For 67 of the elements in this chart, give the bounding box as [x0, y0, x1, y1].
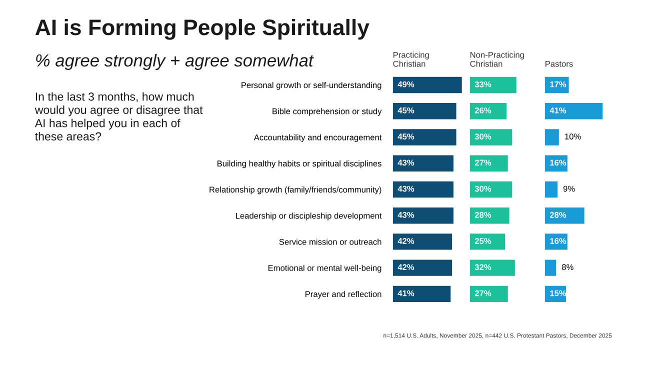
legend-title: Pastors [546, 60, 573, 67]
bar [392, 234, 452, 250]
data-label: 42% [398, 264, 414, 270]
data-label: 25% [474, 238, 492, 244]
data-label: 49% [398, 81, 414, 88]
y-tick-label: Prayer and reflection [306, 290, 382, 299]
data-label: 32% [474, 264, 492, 270]
text: In the last 3 months, how much would you agree or disagree that AI has helped you in each of these areas? [34, 92, 203, 140]
data-label: 8% [562, 264, 574, 270]
data-label: 27% [474, 290, 492, 296]
bar [470, 286, 508, 302]
data-label: 27% [474, 160, 492, 166]
bar [544, 129, 559, 146]
data-label: 42% [398, 238, 414, 244]
data-label: 33% [474, 81, 492, 88]
bar [392, 129, 456, 146]
y-tick-label: Emotional or mental well-being [268, 264, 382, 273]
data-label: 43% [398, 160, 414, 166]
bar [470, 76, 516, 94]
data-label: 9% [563, 186, 575, 192]
data-label: 30% [474, 186, 492, 192]
data-label: 43% [398, 186, 414, 192]
data-label: 17% [550, 81, 566, 88]
data-label: 30% [474, 134, 492, 140]
bar [544, 103, 603, 120]
bar [544, 260, 556, 276]
data-label: 26% [474, 107, 492, 114]
bar [544, 208, 584, 224]
bar [392, 155, 454, 172]
bar [392, 286, 451, 302]
bar [470, 234, 506, 250]
text: AI is Forming People Spiritually [35, 18, 370, 40]
data-label: 15% [550, 290, 566, 296]
data-label: 16% [550, 238, 566, 244]
data-label: 43% [398, 212, 414, 218]
data-label: 41% [398, 290, 414, 296]
bar [470, 155, 508, 172]
data-label: 10% [565, 134, 581, 140]
data-label: 45% [398, 107, 414, 114]
bar [392, 103, 456, 120]
bar [544, 234, 568, 250]
y-tick-label: Accountability and encouragement [254, 134, 382, 142]
data-label: 41% [550, 107, 566, 114]
data-label: 45% [398, 134, 414, 140]
data-label: 28% [550, 212, 566, 218]
legend-title: Non-Practicing Christian [470, 52, 524, 67]
bar [392, 208, 454, 224]
bar [392, 260, 452, 276]
y-tick-label: Building healthy habits or spiritual disciplines [218, 160, 382, 168]
y-tick-label: Leadership or discipleship development [236, 212, 382, 220]
y-tick-label: Relationship growth (family/friends/community) [210, 186, 382, 194]
bar [470, 260, 515, 276]
bar [470, 103, 506, 120]
bar [470, 208, 510, 224]
bar [470, 129, 512, 146]
text: % agree strongly + agree somewhat [36, 54, 314, 70]
legend-title: Practicing Christian [393, 52, 429, 67]
data-label: 16% [550, 160, 566, 166]
y-tick-label: Service mission or outreach [279, 238, 382, 245]
bar [544, 76, 569, 94]
y-tick-label: Personal growth or self-understanding [242, 82, 382, 90]
bar [470, 181, 512, 198]
data-label: 28% [474, 212, 492, 218]
y-tick-label: Bible comprehension or study [272, 108, 382, 116]
bar [544, 181, 558, 198]
bar [392, 181, 454, 198]
bar [392, 76, 462, 94]
